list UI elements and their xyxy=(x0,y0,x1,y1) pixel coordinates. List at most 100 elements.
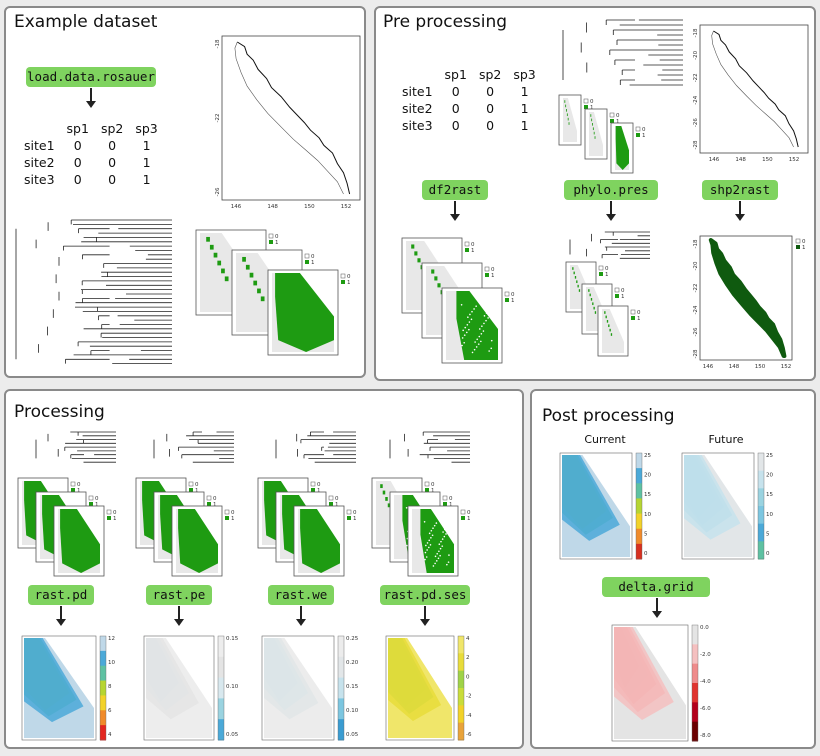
raster-cell xyxy=(209,244,214,250)
post-title: Post processing xyxy=(542,406,675,426)
raster-dot xyxy=(461,337,464,339)
colorbar-segment xyxy=(218,719,224,741)
raster-stack-df2rast-layer-2: 01 xyxy=(441,287,515,364)
raster-legend: 01 xyxy=(635,126,646,139)
legend-swatch-1 xyxy=(631,316,635,320)
raster-cell xyxy=(610,333,613,336)
tick-label: 2 xyxy=(466,655,470,661)
fn-rast-pe[interactable]: rast.pe xyxy=(146,585,212,605)
raster-cell xyxy=(564,100,566,103)
tick-label: -20 xyxy=(693,261,699,270)
colorbar-segment xyxy=(758,523,764,542)
colorbar-frame xyxy=(217,635,225,741)
tick-label: 0 xyxy=(347,274,351,280)
tree-branches xyxy=(389,431,470,463)
raster-dot xyxy=(470,318,473,321)
arrow-down xyxy=(420,606,430,626)
tick-label: 150 xyxy=(755,364,766,370)
raster-cell xyxy=(592,123,593,126)
legend-swatch-1 xyxy=(305,260,309,264)
raster-dot xyxy=(428,539,431,542)
tick-label: 25 xyxy=(766,453,773,459)
tick-label: -18 xyxy=(215,39,221,48)
raster-dot xyxy=(405,507,408,509)
raster-dot xyxy=(474,341,476,343)
raster-cell xyxy=(385,497,388,501)
legend-swatch-1 xyxy=(225,516,229,520)
tick-label: -8.0 xyxy=(700,733,711,739)
raster-dot xyxy=(480,332,483,335)
legend-swatch-1 xyxy=(461,516,465,520)
heatmap-ses: 4 2 0 -2 -4 -6 xyxy=(385,635,472,741)
raster-dot xyxy=(425,544,427,547)
phylo-tree-processing-pe xyxy=(153,431,234,463)
tick-label: -28 xyxy=(693,349,699,358)
tick-label: 0.25 xyxy=(346,636,359,642)
future-label: Future xyxy=(708,433,744,446)
tree-branches xyxy=(35,431,116,463)
arrow-down xyxy=(56,606,66,626)
phylo-tree-processing-pd xyxy=(35,431,116,463)
raster-dot xyxy=(430,537,432,539)
raster-stack-processing-we-layer-2: 01 xyxy=(293,505,357,577)
raster-cell xyxy=(593,306,595,310)
heatmap-band xyxy=(614,627,674,720)
fn-phylo-pres[interactable]: phylo.pres xyxy=(564,180,658,200)
raster-dot xyxy=(463,341,466,344)
tick-label: 1 xyxy=(491,273,495,279)
fn-rast-pd[interactable]: rast.pd xyxy=(28,585,94,605)
raster-cell xyxy=(592,127,594,131)
raster-cell xyxy=(592,302,594,306)
raster-dot xyxy=(446,563,448,566)
raster-dot xyxy=(468,321,471,323)
fn-rast-pd-ses[interactable]: rast.pd.ses xyxy=(380,585,470,605)
raster-dot xyxy=(475,305,477,307)
fn-delta-grid[interactable]: delta.grid xyxy=(602,577,710,597)
raster-stack-processing-pe-layer-2: 01 xyxy=(171,505,235,577)
raster-dot xyxy=(469,313,471,316)
tick-label: 25 xyxy=(644,453,651,459)
raster-dot xyxy=(424,558,426,561)
legend-swatch-0 xyxy=(206,495,212,501)
raster-dot xyxy=(485,312,488,314)
arrow-down xyxy=(450,201,460,221)
legend-swatch-0 xyxy=(340,273,346,279)
raster-legend: 01 xyxy=(460,509,471,522)
raster-legend: 01 xyxy=(346,509,357,522)
tick-label: 5 xyxy=(766,531,770,537)
fn-rast-we[interactable]: rast.we xyxy=(268,585,334,605)
tick-label: 1 xyxy=(621,294,625,300)
raster-dot xyxy=(487,309,490,312)
legend-swatch-1 xyxy=(615,294,619,298)
tick-label: 0.10 xyxy=(226,684,239,690)
arrow-down xyxy=(652,598,662,618)
legend-swatch-1 xyxy=(329,502,333,506)
raster-dot xyxy=(478,335,481,338)
map-frame xyxy=(221,35,361,201)
tick-label: 0 xyxy=(616,113,620,119)
colorbar-segment xyxy=(636,483,642,499)
tick-label: 150 xyxy=(304,204,315,210)
raster-dot xyxy=(439,554,441,557)
fn-df2rast[interactable]: df2rast xyxy=(422,180,488,200)
raster-fill xyxy=(300,509,340,573)
tick-label: 146 xyxy=(703,364,714,370)
processing-title: Processing xyxy=(14,402,105,422)
raster-stack-pre-small-layer-0: 01 xyxy=(558,94,594,146)
legend-swatch-0 xyxy=(106,509,112,515)
raster-fill xyxy=(420,509,454,573)
heatmap-band xyxy=(388,638,442,721)
raster-dot xyxy=(441,538,444,540)
matrix-pre: sp1 sp2 sp3 site1 0 0 1 site2 0 0 1 site3 0 0 1 xyxy=(402,67,536,133)
tick-label: 0 xyxy=(467,510,471,516)
tick-label: 0 xyxy=(491,267,495,273)
legend-swatch-1 xyxy=(599,272,603,276)
tick-label: -22 xyxy=(215,114,221,123)
fn-shp2rast[interactable]: shp2rast xyxy=(702,180,778,200)
fn-load-data-rosauer[interactable]: load.data.rosauer xyxy=(26,67,156,87)
tick-label: -26 xyxy=(215,187,221,196)
tick-label: 0 xyxy=(590,99,594,105)
raster-cell xyxy=(257,288,261,294)
raster-legend: 01 xyxy=(106,509,117,522)
legend-swatch-1 xyxy=(311,488,315,492)
